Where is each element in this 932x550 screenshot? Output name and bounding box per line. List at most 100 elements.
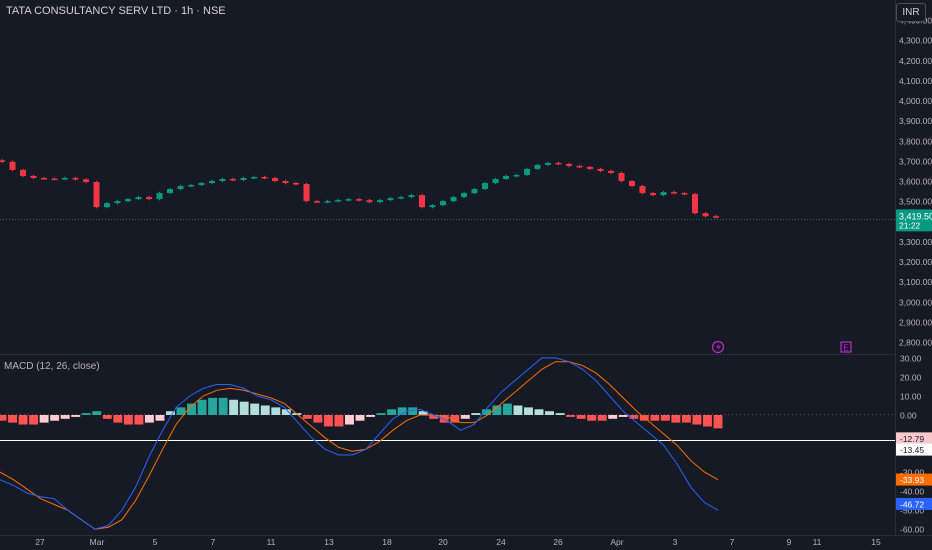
candle-body — [650, 193, 656, 196]
histogram-bar — [281, 409, 291, 415]
histogram-bar — [576, 415, 586, 419]
price-tick-label: 4,100.00 — [899, 76, 932, 86]
candle-body — [566, 163, 572, 166]
candle-body — [83, 179, 89, 183]
price-tick-label: 3,000.00 — [899, 297, 932, 307]
price-tick-label: 4,300.00 — [899, 36, 932, 46]
candle-body — [492, 178, 499, 184]
candle-body — [618, 172, 625, 181]
price-tick-label: 3,800.00 — [899, 136, 932, 146]
price-tick-label: 3,700.00 — [899, 156, 932, 166]
candle-body — [377, 200, 383, 203]
histogram-bar — [429, 415, 439, 419]
histogram-bar — [471, 413, 481, 415]
histogram-bar — [155, 415, 165, 421]
currency-badge[interactable]: INR — [896, 3, 926, 22]
macd-tick-label: -50.00 — [900, 506, 924, 516]
candle-body — [209, 181, 215, 184]
histogram-bar — [439, 415, 449, 423]
candle-body — [671, 192, 677, 194]
candle-body — [261, 176, 268, 179]
price-tick-label: 3,600.00 — [899, 177, 932, 187]
histogram-bar — [555, 413, 565, 415]
histogram-bar — [18, 415, 28, 425]
histogram-bar — [134, 415, 144, 425]
macd-value-marker — [896, 432, 932, 445]
candle-body — [440, 201, 446, 206]
histogram-bar — [713, 415, 723, 429]
candle-body — [450, 197, 457, 202]
price-axis[interactable]: 4,400.004,300.004,200.004,100.004,000.00… — [899, 16, 932, 348]
price-tick-label: 3,200.00 — [899, 257, 932, 267]
histogram-bar — [376, 413, 386, 415]
candle-body — [587, 166, 593, 169]
candle-body — [660, 192, 667, 196]
candle-body — [461, 193, 467, 198]
histogram-bar — [239, 401, 249, 415]
macd-value-label: -33.93 — [900, 475, 924, 485]
svg-text:E: E — [843, 344, 848, 353]
candle-body — [471, 189, 478, 194]
candle-body — [167, 189, 173, 194]
macd-tick-label: 30.00 — [900, 353, 922, 363]
candles-layer — [0, 159, 719, 219]
candle-body — [272, 177, 278, 181]
histogram-bar — [587, 415, 597, 421]
histogram-bar — [260, 405, 270, 415]
histogram-bar — [513, 405, 523, 415]
price-tick-label: 3,500.00 — [899, 197, 932, 207]
time-tick-label: Apr — [610, 537, 623, 547]
candle-body — [576, 165, 583, 168]
candle-body — [314, 201, 320, 203]
time-axis[interactable]: 27 Mar 5 7 11 13 18 20 24 26 Apr 3 7 9 11 15 — [35, 537, 881, 547]
candle-body — [41, 177, 47, 180]
macd-line — [0, 357, 719, 530]
histogram-bar — [355, 415, 365, 421]
earnings-event-icon[interactable]: E — [840, 341, 852, 353]
macd-indicator-label[interactable]: MACD (12, 26, close) — [4, 361, 100, 372]
dividend-event-icon[interactable] — [711, 340, 725, 354]
histogram-bar — [8, 415, 17, 423]
histogram-bar — [345, 415, 354, 425]
candle-body — [366, 200, 373, 203]
candle-body — [608, 170, 614, 173]
histogram-bar — [629, 415, 639, 419]
candle-body — [681, 193, 688, 195]
histogram-bar — [144, 415, 154, 423]
histogram-bar — [597, 415, 607, 421]
candle-body — [629, 181, 635, 187]
time-tick-label: 5 — [153, 537, 158, 547]
histogram-bar — [302, 415, 312, 419]
histogram-bar — [313, 415, 323, 423]
histogram-bar — [618, 415, 628, 417]
chart-title[interactable]: TATA CONSULTANCY SERV LTD · 1h · NSE — [6, 5, 226, 17]
last-price-badge — [896, 209, 932, 232]
histogram-bar — [92, 411, 102, 415]
candle-body — [429, 205, 436, 208]
candle-body — [114, 201, 121, 204]
candle-body — [282, 181, 289, 184]
macd-axis[interactable]: 30.00 20.00 10.00 0.00 -30.00 -40.00 -50.00 -60… — [900, 353, 924, 534]
histogram-bar — [123, 415, 133, 425]
candle-body — [72, 177, 79, 180]
candle-body — [240, 177, 247, 180]
countdown-label: 21:22 — [899, 220, 921, 230]
macd-histogram-layer — [0, 397, 723, 429]
price-tick-label: 3,900.00 — [899, 116, 932, 126]
macd-tick-label: 20.00 — [900, 372, 922, 382]
histogram-bar — [250, 403, 260, 415]
candle-body — [713, 216, 719, 218]
time-tick-label: 15 — [871, 537, 881, 547]
histogram-bar — [218, 397, 228, 415]
macd-tick-label: -30.00 — [900, 468, 924, 478]
histogram-bar — [229, 399, 239, 415]
time-tick-label: 18 — [382, 537, 392, 547]
candle-body — [30, 175, 37, 178]
time-tick-label: 9 — [787, 537, 792, 547]
candle-body — [692, 194, 698, 214]
time-tick-label: 7 — [211, 537, 216, 547]
candle-body — [639, 186, 646, 194]
histogram-bar — [387, 409, 397, 415]
candle-body — [419, 195, 425, 208]
